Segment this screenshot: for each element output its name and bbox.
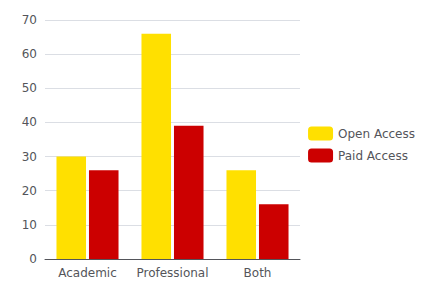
- svg-text:70: 70: [22, 13, 37, 27]
- svg-text:Academic: Academic: [58, 266, 117, 280]
- svg-text:50: 50: [22, 81, 37, 95]
- svg-text:Both: Both: [244, 266, 272, 280]
- svg-text:Professional: Professional: [136, 266, 208, 280]
- svg-text:40: 40: [22, 115, 37, 129]
- svg-text:30: 30: [22, 150, 37, 164]
- svg-text:0: 0: [29, 252, 37, 266]
- svg-text:Paid Access: Paid Access: [338, 149, 408, 163]
- svg-text:60: 60: [22, 47, 37, 61]
- svg-text:20: 20: [22, 184, 37, 198]
- svg-text:10: 10: [22, 218, 37, 232]
- svg-text:Open Access: Open Access: [338, 127, 415, 141]
